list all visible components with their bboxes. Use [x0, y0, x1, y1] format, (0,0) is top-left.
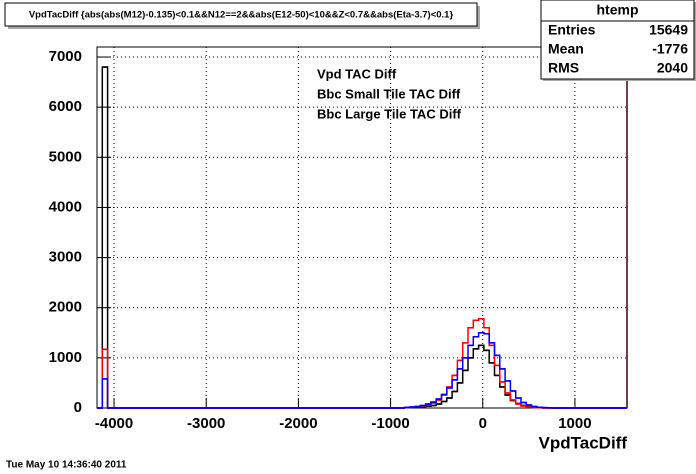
stats-value: 2040 — [657, 60, 688, 76]
stats-value: -1776 — [652, 41, 688, 57]
x-tick-label: 1000 — [558, 415, 591, 432]
legend-entry: Bbc Small Tile TAC Diff — [317, 86, 461, 101]
chart-title: VpdTacDiff {abs(abs(M12)-0.135)<0.1&&N12… — [29, 10, 454, 21]
stats-value: 15649 — [649, 22, 688, 38]
x-tick-label: -3000 — [187, 415, 225, 432]
legend-entry: Bbc Large Tile TAC Diff — [317, 106, 462, 121]
stats-box — [540, 0, 695, 80]
y-tick-label: 0 — [74, 399, 82, 416]
y-tick-label: 6000 — [49, 98, 82, 115]
stats-label: RMS — [548, 60, 579, 76]
stats-label: Entries — [548, 22, 596, 38]
y-tick-label: 5000 — [49, 148, 82, 165]
legend-entry: Vpd TAC Diff — [317, 66, 397, 81]
stats-title: htemp — [597, 2, 639, 18]
x-tick-label: -2000 — [279, 415, 317, 432]
y-tick-label: 4000 — [49, 198, 82, 215]
y-tick-label: 1000 — [49, 349, 82, 366]
y-tick-label: 2000 — [49, 299, 82, 316]
y-tick-label: 3000 — [49, 249, 82, 266]
x-tick-label: 0 — [479, 415, 487, 432]
title-box — [4, 2, 478, 27]
x-tick-label: -1000 — [371, 415, 409, 432]
y-tick-label: 7000 — [49, 48, 82, 65]
x-axis-label: VpdTacDiff — [539, 433, 628, 452]
x-tick-label: -4000 — [95, 415, 133, 432]
series — [97, 332, 627, 409]
stats-label: Mean — [548, 41, 584, 57]
footer: Tue May 10 14:36:40 2011 — [6, 460, 127, 471]
